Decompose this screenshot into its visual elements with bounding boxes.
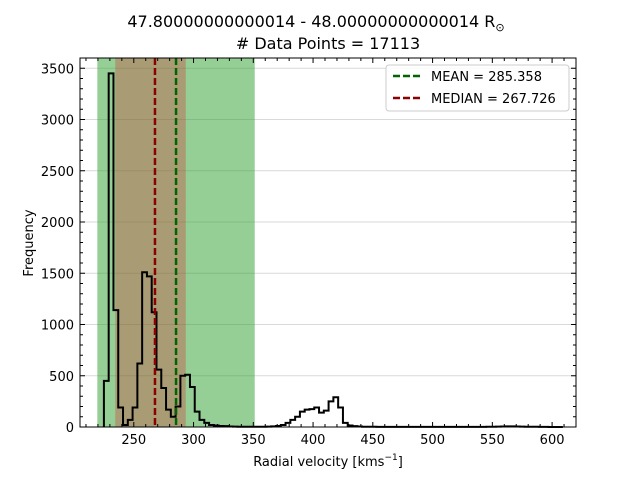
- legend-box: [385, 64, 570, 112]
- legend-mean-label: MEAN = 285.358: [431, 70, 542, 85]
- x-tick-label-450: 450: [360, 433, 385, 448]
- chart-title-line2: # Data Points = 17113: [236, 34, 420, 53]
- y-tick-label-0: 0: [66, 421, 74, 436]
- sun-symbol: ⊙: [495, 21, 504, 34]
- x-axis-label: Radial velocity [kms−1]: [253, 453, 403, 470]
- shaded-band-1: [115, 58, 186, 427]
- legend: MEAN = 285.358 MEDIAN = 267.726: [385, 64, 570, 112]
- chart-title-line1: 47.80000000000014 - 48.00000000000014 R⊙: [127, 12, 504, 34]
- x-tick-label-350: 350: [241, 433, 266, 448]
- y-tick-label-1500: 1500: [41, 267, 74, 282]
- y-tick-label-3500: 3500: [41, 62, 74, 77]
- y-tick-label-1000: 1000: [41, 319, 74, 334]
- y-tick-label-3000: 3000: [41, 114, 74, 129]
- x-tick-label-550: 550: [480, 433, 505, 448]
- x-tick-label-400: 400: [301, 433, 326, 448]
- y-tick-label-500: 500: [49, 370, 74, 385]
- x-tick-label-600: 600: [540, 433, 565, 448]
- y-axis-label: Frequency: [22, 209, 37, 276]
- x-tick-label-500: 500: [420, 433, 445, 448]
- y-tick-label-2500: 2500: [41, 165, 74, 180]
- legend-median-label: MEDIAN = 267.726: [431, 92, 556, 107]
- x-tick-label-300: 300: [181, 433, 206, 448]
- plot-area: 250 300 350 400 450 500 550 600 0 500 1000 1500 2000…: [41, 57, 577, 448]
- y-tick-label-2000: 2000: [41, 216, 74, 231]
- x-tick-label-250: 250: [121, 433, 146, 448]
